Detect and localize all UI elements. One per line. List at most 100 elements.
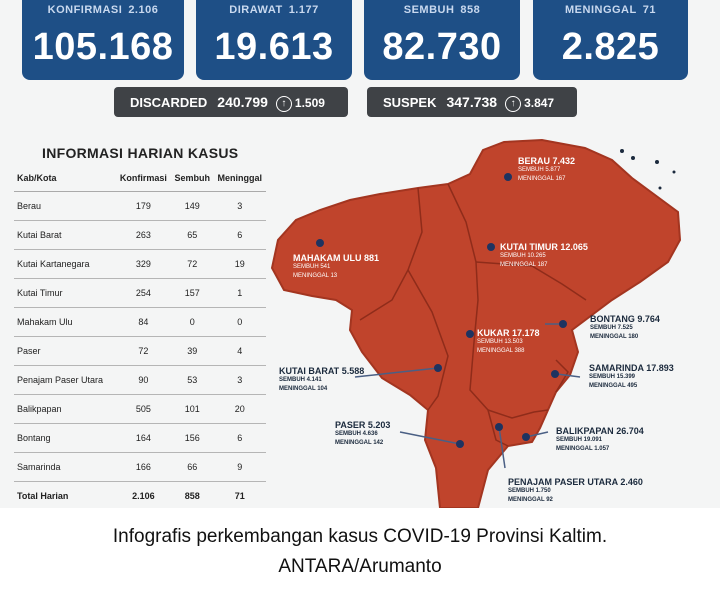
kaltim-map <box>270 138 682 508</box>
cell: 9 <box>213 452 266 482</box>
cell: 39 <box>171 336 214 366</box>
stat-label: DIRAWAT <box>229 4 283 16</box>
island-dot <box>672 170 676 174</box>
label-balikpapan: BALIKPAPAN 26.704 SEMBUH 19.091 MENINGGA… <box>556 426 644 454</box>
region-name: BERAU <box>518 156 551 166</box>
pill-value: 347.738 <box>446 94 498 110</box>
cell: 71 <box>234 491 245 501</box>
region-sembuh: SEMBUH 541 <box>293 264 331 270</box>
cell: Total Harian <box>17 491 69 501</box>
region-meninggal: MENINGGAL 1.057 <box>556 446 610 452</box>
cell: 84 <box>115 307 172 337</box>
region-name: PENAJAM PASER UTARA <box>508 477 618 487</box>
islands <box>620 149 676 190</box>
leader-line <box>399 431 461 445</box>
pill-value: 240.799 <box>217 94 268 110</box>
region-name: BALIKPAPAN <box>556 426 614 436</box>
cell: 858 <box>184 491 200 501</box>
label-kutai-barat: KUTAI BARAT 5.588 SEMBUH 4.141 MENINGGAL… <box>279 366 364 394</box>
region-name: KUTAI TIMUR <box>500 242 558 252</box>
table-total-row: Total Harian 2.106 858 71 <box>14 482 266 509</box>
table-row: Kutai Barat 263 65 6 <box>14 220 266 250</box>
pill-discarded: DISCARDED 240.799 ↑ 1.509 <box>114 87 348 117</box>
cell: 6 <box>213 220 266 250</box>
table-row: Berau 179 149 3 <box>14 191 266 221</box>
cell: Kutai Barat <box>14 220 116 250</box>
stat-value: 105.168 <box>32 26 174 68</box>
cell: 263 <box>115 220 172 250</box>
cell: 101 <box>171 394 214 424</box>
region-meninggal: MENINGGAL 187 <box>500 262 548 268</box>
region-total: 5.203 <box>367 420 391 430</box>
region-sembuh: SEMBUH 10.265 <box>500 253 546 259</box>
pill-suspek: SUSPEK 347.738 ↑ 3.847 <box>367 87 577 117</box>
cell: 6 <box>213 423 266 453</box>
region-sembuh: SEMBUH 4.636 <box>335 431 378 437</box>
marker-samarinda <box>551 370 559 378</box>
region-name: SAMARINDA <box>589 363 644 373</box>
region-total: 26.704 <box>616 426 644 436</box>
cell: 0 <box>171 307 214 337</box>
district-borders <box>359 183 587 447</box>
marker-ppu <box>495 423 503 431</box>
label-berau: BERAU 7.432 SEMBUH 5.877 MENINGGAL 167 <box>518 156 575 184</box>
table-row: Penajam Paser Utara 90 53 3 <box>14 365 266 395</box>
cell: 90 <box>115 365 172 395</box>
region-sembuh: SEMBUH 19.091 <box>556 437 603 443</box>
cell: 19 <box>213 249 266 279</box>
region-name: BONTANG <box>590 314 635 324</box>
region-meninggal: MENINGGAL 104 <box>279 386 328 392</box>
header-sembuh: Sembuh <box>171 165 214 192</box>
cell: Paser <box>14 336 116 366</box>
marker-berau <box>504 173 512 181</box>
pill-label: SUSPEK <box>383 95 437 110</box>
region-meninggal: MENINGGAL 13 <box>293 273 338 279</box>
table-row: Kutai Timur 254 157 1 <box>14 278 266 308</box>
stat-label: KONFIRMASI <box>47 4 123 16</box>
infographic-image: KONFIRMASI 2.106 105.168 DIRAWAT 1.177 19.… <box>0 0 720 508</box>
label-bontang: BONTANG 9.764 SEMBUH 7.525 MENINGGAL 180 <box>590 314 660 342</box>
cell: 3 <box>213 365 266 395</box>
arrow-up-icon: ↑ <box>505 95 522 112</box>
table-row: Bontang 164 156 6 <box>14 423 266 453</box>
region-name: KUTAI BARAT <box>279 366 340 376</box>
cell: Bontang <box>14 423 116 453</box>
region-meninggal: MENINGGAL 180 <box>590 334 639 340</box>
cell: Samarinda <box>14 452 116 482</box>
label-samarinda: SAMARINDA 17.893 SEMBUH 15.399 MENINGGAL… <box>589 363 674 391</box>
pill-label: DISCARDED <box>130 95 208 110</box>
cell: 149 <box>171 191 214 221</box>
caption-line1: Infografis perkembangan kasus COVID-19 P… <box>112 526 608 547</box>
stat-delta: 858 <box>460 4 481 16</box>
region-sembuh: SEMBUH 7.525 <box>590 325 633 331</box>
arrow-up-icon: ↑ <box>275 95 292 112</box>
region-sembuh: SEMBUH 4.141 <box>279 377 322 383</box>
cell: 254 <box>115 278 172 308</box>
stat-card-dirawat: DIRAWAT 1.177 19.613 <box>196 0 352 80</box>
cell: 329 <box>115 249 172 279</box>
cell: Balikpapan <box>14 394 116 424</box>
cell: 3 <box>213 191 266 221</box>
cell: Mahakam Ulu <box>14 307 116 337</box>
stat-value: 19.613 <box>214 26 334 68</box>
region-total: 2.460 <box>620 477 643 487</box>
stat-value: 82.730 <box>382 26 502 68</box>
marker-paser <box>456 440 464 448</box>
cell: 4 <box>213 336 266 366</box>
pill-delta: 3.847 <box>524 96 555 110</box>
region-sembuh: SEMBUH 15.399 <box>589 374 636 380</box>
table-row: Kutai Kartanegara 329 72 19 <box>14 249 266 279</box>
table-row: Samarinda 166 66 9 <box>14 452 266 482</box>
island-dot <box>631 156 635 160</box>
stat-delta: 1.177 <box>288 4 319 16</box>
label-mahakam-ulu: MAHAKAM ULU 881 SEMBUH 541 MENINGGAL 13 <box>293 253 379 281</box>
region-sembuh: SEMBUH 13.503 <box>477 339 523 345</box>
caption-line2: ANTARA/Arumanto <box>278 556 442 577</box>
island-dot <box>655 160 659 164</box>
cell: 156 <box>171 423 214 453</box>
pill-delta: 1.509 <box>294 96 325 110</box>
image-caption: Infografis perkembangan kasus COVID-19 P… <box>0 522 720 582</box>
region-sembuh: SEMBUH 1.750 <box>508 488 551 494</box>
cell: 0 <box>213 307 266 337</box>
cell: 53 <box>171 365 214 395</box>
